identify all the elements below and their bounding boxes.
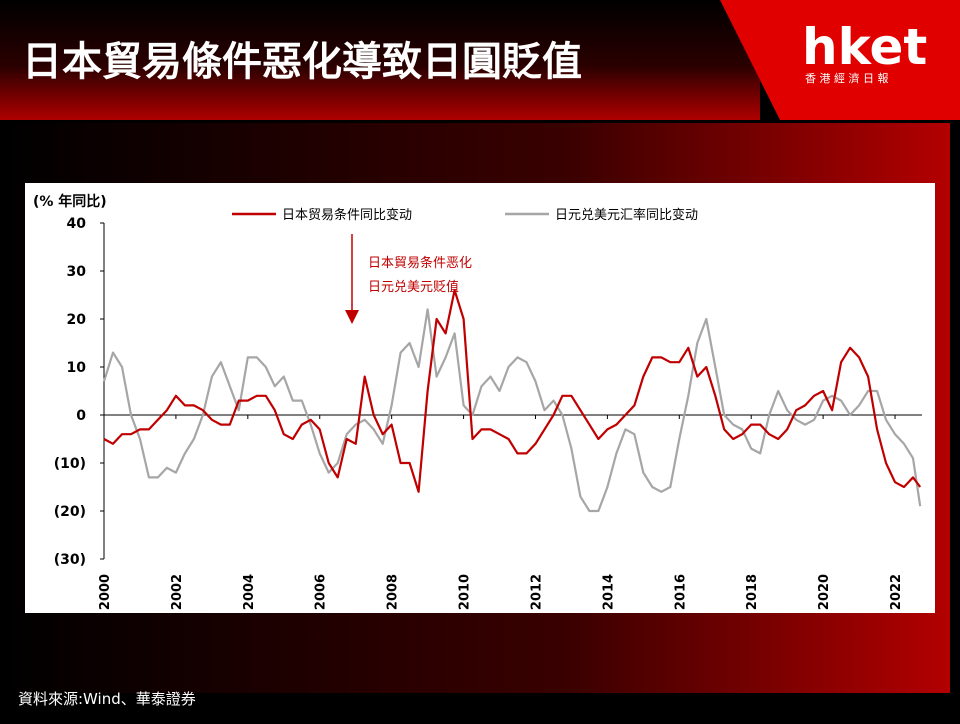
x-tick-label: 2022 xyxy=(889,574,904,610)
x-tick-label: 2006 xyxy=(314,574,329,610)
x-tick-label: 2002 xyxy=(170,574,185,610)
header-title: 日本貿易條件惡化導致日圓貶值 xyxy=(22,39,582,85)
y-tick-label: (10) xyxy=(54,456,86,472)
annotation: 日本貿易条件恶化 xyxy=(368,255,472,271)
x-tick-label: 2012 xyxy=(529,574,544,610)
legend-label: 日本贸易条件同比变动 xyxy=(282,207,412,223)
x-tick-label: 2004 xyxy=(242,574,257,610)
x-tick-label: 2014 xyxy=(601,574,616,610)
y-tick-label: (30) xyxy=(54,552,86,568)
y-tick-label: 40 xyxy=(67,216,87,232)
y-axis-label: (% 年同比) xyxy=(33,193,107,210)
annotation: 日元兑美元贬值 xyxy=(368,279,459,295)
chart-area xyxy=(25,183,935,613)
header-band xyxy=(0,0,760,120)
annotation-arrowhead xyxy=(345,310,359,324)
legend-label: 日元兑美元汇率同比变动 xyxy=(555,207,698,223)
x-tick-label: 2016 xyxy=(673,574,688,610)
source: 資料來源:Wind、華泰證券 xyxy=(18,690,196,708)
logo: hket xyxy=(802,18,927,76)
y-tick-label: 30 xyxy=(67,264,87,280)
x-tick-label: 2018 xyxy=(745,574,760,610)
x-tick-label: 2020 xyxy=(817,574,832,610)
y-tick-label: 20 xyxy=(67,312,87,328)
logo-subtitle: 香 港 經 濟 日 報 xyxy=(805,71,888,85)
series-line xyxy=(103,289,922,493)
x-tick-label: 2008 xyxy=(386,574,401,610)
x-tick-label: 2000 xyxy=(98,574,113,610)
x-tick-label: 2010 xyxy=(458,574,473,610)
y-tick-label: (20) xyxy=(54,504,86,520)
logo-band xyxy=(720,0,960,120)
y-tick-label: 10 xyxy=(67,360,87,376)
y-tick-label: 0 xyxy=(76,408,86,424)
